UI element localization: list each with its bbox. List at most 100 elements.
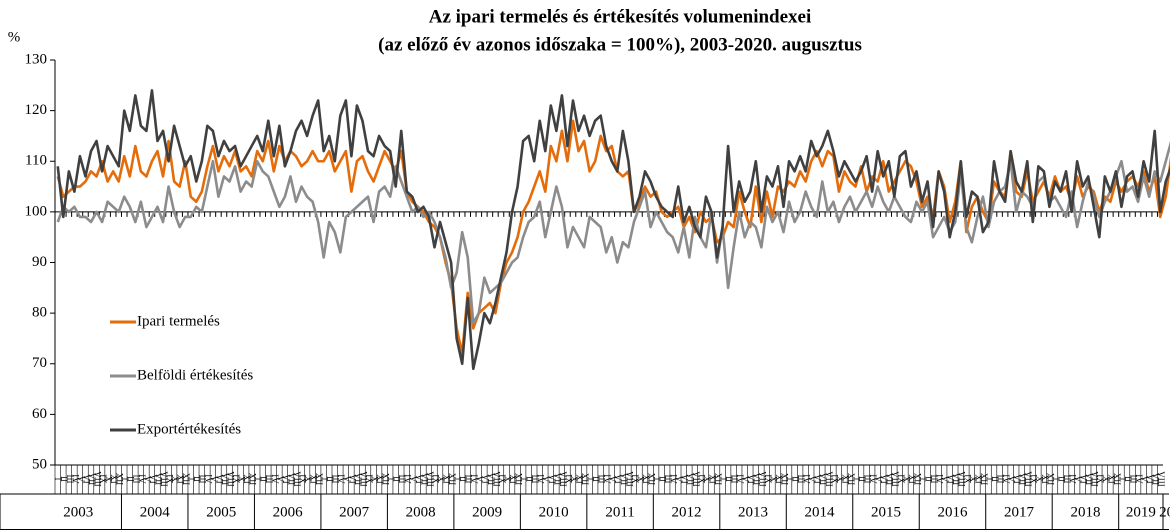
x-tick-label: III [796, 475, 806, 484]
x-tick-label: VIII [1090, 471, 1100, 487]
x-tick-label: III [1128, 475, 1138, 484]
x-tick-label: V [541, 476, 551, 483]
x-tick-label: I [386, 478, 396, 481]
x-tick-label: XI [707, 474, 717, 484]
x-tick-label: II [857, 476, 867, 482]
x-tick-label: XI [242, 474, 252, 484]
x-tick-label: IX [763, 474, 773, 484]
x-tick-label: V [76, 476, 86, 483]
chart-subtitle: (az előző év azonos időszaka = 100%), 20… [378, 34, 862, 55]
x-tick-label: III [65, 475, 75, 484]
x-tick-label: XI [375, 474, 385, 484]
x-tick-label: V [209, 476, 219, 483]
x-tick-label: II [591, 476, 601, 482]
x-tick-label: V [940, 476, 950, 483]
x-tick-label: XII [1045, 473, 1055, 486]
x-tick-label: VIII [890, 471, 900, 487]
year-label: 2007 [339, 504, 370, 520]
x-tick-label: XI [973, 474, 983, 484]
x-tick-label: I [120, 478, 130, 481]
x-tick-label: X [968, 476, 978, 483]
y-tick-label: 60 [32, 406, 47, 422]
x-tick-label: X [635, 476, 645, 483]
x-tick-label: XII [646, 473, 656, 486]
x-tick-label: I [785, 478, 795, 481]
x-tick-label: VI [1145, 474, 1155, 484]
x-tick-label: VI [1079, 474, 1089, 484]
x-tick-label: V [275, 476, 285, 483]
x-tick-label: VIII [824, 471, 834, 487]
x-tick-label: I [453, 478, 463, 481]
x-tick-label: X [768, 476, 778, 483]
x-tick-label: VII [153, 473, 163, 486]
x-tick-label: IX [896, 474, 906, 484]
year-label: 2015 [871, 504, 901, 520]
x-tick-label: IX [1095, 474, 1105, 484]
x-tick-label: VII [885, 473, 895, 486]
x-tick-label: V [674, 476, 684, 483]
year-label: 2003 [63, 504, 93, 520]
x-tick-label: II [126, 476, 136, 482]
year-label: 2004 [140, 504, 171, 520]
x-tick-label: XII [979, 473, 989, 486]
x-tick-label: X [104, 476, 114, 483]
x-tick-label: I [1051, 478, 1061, 481]
x-tick-label: II [525, 476, 535, 482]
y-tick-label: 120 [25, 102, 48, 118]
x-tick-label: I [187, 478, 197, 481]
x-tick-label: XII [381, 473, 391, 486]
x-tick-label: I [586, 478, 596, 481]
x-tick-label: IX [563, 474, 573, 484]
x-tick-label: II [791, 476, 801, 482]
x-tick-label: XI [1040, 474, 1050, 484]
x-tick-label: X [702, 476, 712, 483]
x-tick-label: XII [314, 473, 324, 486]
x-tick-label: IV [469, 474, 479, 484]
x-tick-label: II [1056, 476, 1066, 482]
x-tick-label: VII [552, 473, 562, 486]
x-tick-label: XI [109, 474, 119, 484]
x-tick-label: III [331, 475, 341, 484]
y-axis-label: % [8, 29, 21, 45]
x-tick-label: IV [403, 474, 413, 484]
x-tick-label: VII [286, 473, 296, 486]
x-tick-label: X [170, 476, 180, 483]
x-tick-label: V [741, 476, 751, 483]
x-tick-label: VIII [225, 471, 235, 487]
x-tick-label: I [54, 478, 64, 481]
x-tick-label: VIII [957, 471, 967, 487]
x-tick-label: IX [630, 474, 640, 484]
x-tick-label: I [719, 478, 729, 481]
x-tick-label: XII [514, 473, 524, 486]
year-label: 2017 [1004, 504, 1035, 520]
x-tick-label: IX [98, 474, 108, 484]
x-tick-label: I [918, 478, 928, 481]
x-tick-label: XI [574, 474, 584, 484]
x-tick-label: VI [879, 474, 889, 484]
x-tick-label: IV [602, 474, 612, 484]
x-tick-label: V [874, 476, 884, 483]
x-tick-label: X [369, 476, 379, 483]
x-tick-label: II [1123, 476, 1133, 482]
x-tick-label: V [1073, 476, 1083, 483]
x-tick-label: VII [1151, 473, 1161, 486]
x-tick-label: XI [774, 474, 784, 484]
x-tick-label: VIII [1023, 471, 1033, 487]
x-tick-label: V [342, 476, 352, 483]
x-tick-label: VI [148, 474, 158, 484]
x-tick-label: III [397, 475, 407, 484]
x-tick-label: VI [347, 474, 357, 484]
x-tick-label: II [325, 476, 335, 482]
x-tick-label: IX [364, 474, 374, 484]
x-tick-label: I [519, 478, 529, 481]
x-tick-label: I [984, 478, 994, 481]
year-label: 2005 [206, 504, 236, 520]
x-tick-label: III [264, 475, 274, 484]
x-tick-label: IX [1029, 474, 1039, 484]
year-label: 2014 [805, 504, 836, 520]
year-label: 2006 [273, 504, 304, 520]
x-tick-label: VIII [358, 471, 368, 487]
x-tick-label: VIII [159, 471, 169, 487]
year-label: 2018 [1070, 504, 1100, 520]
